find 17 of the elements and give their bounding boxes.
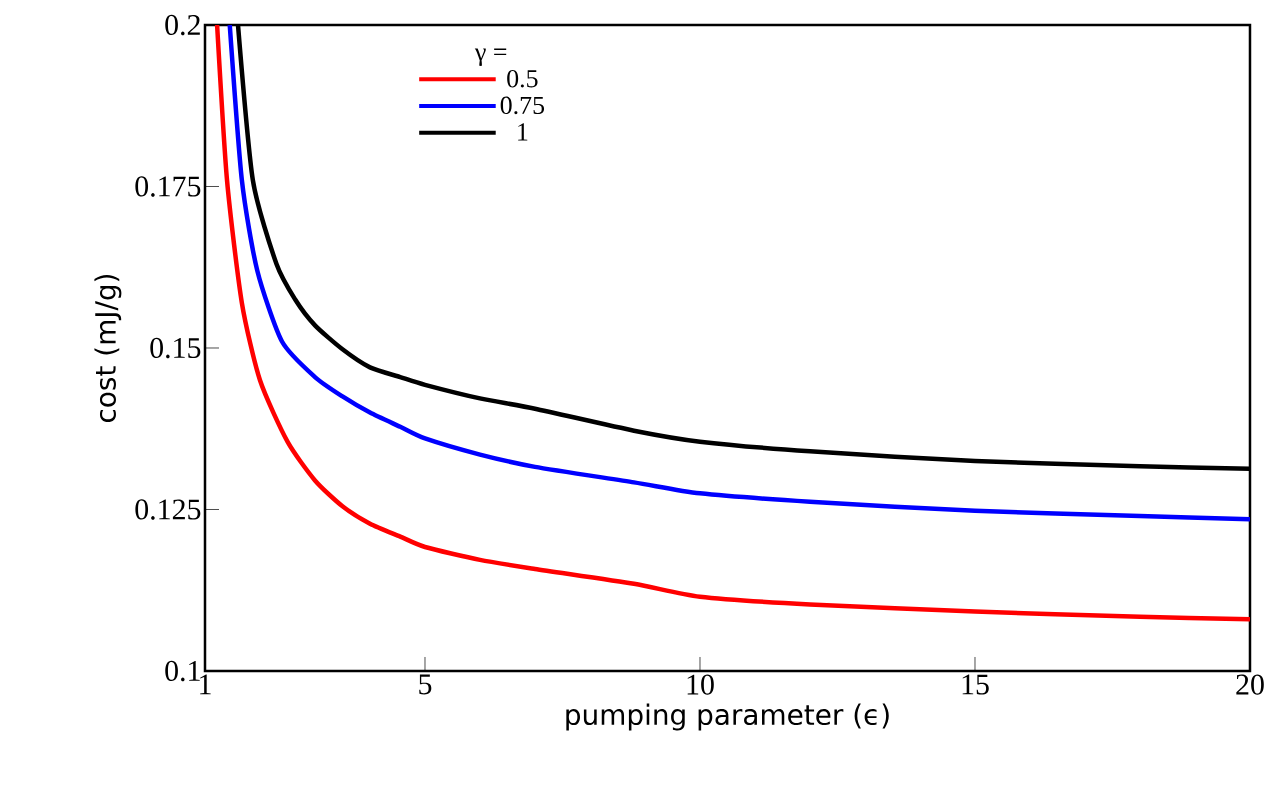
y-tick-label: 0.125 bbox=[135, 499, 201, 520]
legend-label: 0.5 bbox=[507, 69, 538, 88]
y-tick-label: 0.15 bbox=[150, 337, 201, 359]
y-tick-label: 0.1 bbox=[165, 660, 200, 682]
x-tick-label: 5 bbox=[419, 674, 432, 695]
y-axis-title: cost (mJ/g) bbox=[94, 274, 122, 422]
legend-title: γ = bbox=[474, 48, 507, 66]
legend-label: 0.75 bbox=[500, 96, 545, 115]
x-tick-label: 10 bbox=[687, 674, 714, 695]
legend-label: 1 bbox=[518, 123, 528, 141]
y-tick-label: 0.175 bbox=[135, 176, 201, 197]
y-tick-label: 0.2 bbox=[165, 14, 200, 36]
line-series bbox=[214, 24, 1250, 622]
x-tick-label: 1 bbox=[200, 674, 211, 695]
x-axis-title: pumping parameter (ϵ) bbox=[566, 703, 889, 731]
x-tick-label: 20 bbox=[1236, 674, 1264, 695]
x-tick-label: 15 bbox=[962, 674, 989, 695]
